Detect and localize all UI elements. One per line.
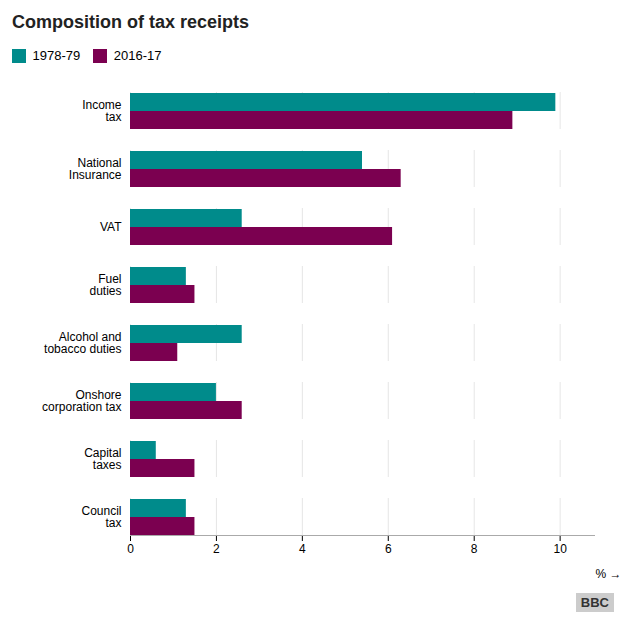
html-text:1978-79: 1978-79: [32, 48, 81, 63]
svg-text:4: 4: [299, 542, 306, 556]
svg-text:NationalInsurance: NationalInsurance: [69, 155, 122, 181]
svg-text:6: 6: [385, 542, 392, 556]
svg-text:Alcohol andtobacco duties: Alcohol andtobacco duties: [44, 329, 121, 355]
html-text:Composition of tax receipts: Composition of tax receipts: [12, 12, 249, 32]
svg-text:2: 2: [213, 542, 220, 556]
svg-text:Incometax: Incometax: [82, 97, 122, 123]
html-text:2016-17: 2016-17: [113, 48, 162, 63]
svg-text:10: 10: [553, 542, 567, 556]
html-text:BBC: BBC: [580, 595, 609, 610]
svg-text:0: 0: [127, 542, 134, 556]
svg-text:Fuelduties: Fuelduties: [89, 271, 121, 297]
svg-text:Counciltax: Counciltax: [81, 503, 121, 529]
svg-text:VAT: VAT: [100, 219, 122, 233]
svg-text:Onshorecorporation tax: Onshorecorporation tax: [42, 387, 122, 413]
svg-text:% →: % →: [595, 566, 621, 580]
svg-text:8: 8: [471, 542, 478, 556]
svg-text:Capitaltaxes: Capitaltaxes: [84, 445, 121, 471]
